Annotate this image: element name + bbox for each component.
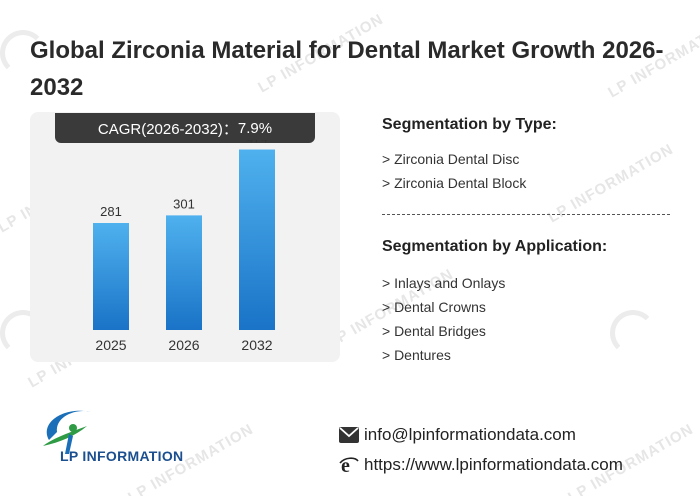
email-text[interactable]: info@lpinformationdata.com <box>364 425 576 444</box>
page-title: Global Zirconia Material for Dental Mark… <box>30 37 664 101</box>
segmentation-type-title: Segmentation by Type: <box>382 116 557 133</box>
contact-website[interactable]: e https://www.lpinformationdata.com <box>338 454 623 476</box>
bar-chart: 281 2025 301 2026 474 2032 <box>93 140 275 353</box>
bar-2025 <box>93 223 129 330</box>
website-text[interactable]: https://www.lpinformationdata.com <box>364 455 623 474</box>
list-item: > Inlays and Onlays <box>382 275 506 291</box>
x-tick-label: 2025 <box>95 337 126 353</box>
x-tick-label: 2026 <box>168 337 199 353</box>
segmentation-type-list: > Zirconia Dental Disc > Zirconia Dental… <box>382 147 526 195</box>
cagr-badge: CAGR(2026-2032)： 7.9% <box>55 113 315 143</box>
svg-text:e: e <box>341 455 350 475</box>
list-item: > Zirconia Dental Block <box>382 175 527 191</box>
contact-email[interactable]: info@lpinformationdata.com <box>338 424 576 446</box>
segmentation-application-title: Segmentation by Application: <box>382 238 608 255</box>
cagr-label: CAGR(2026-2032)： <box>97 120 238 138</box>
list-item: > Dentures <box>382 347 451 363</box>
bar-2026 <box>166 215 202 330</box>
bar-2032 <box>239 149 275 330</box>
browser-e-icon: e <box>338 454 360 476</box>
watermark-logo <box>610 310 656 356</box>
bar-value-label: 281 <box>100 204 122 219</box>
bar-value-label: 301 <box>173 196 195 211</box>
segmentation-application-list: > Inlays and Onlays > Dental Crowns > De… <box>382 271 505 367</box>
bar-value-label: 474 <box>246 140 268 146</box>
list-item: > Zirconia Dental Disc <box>382 151 520 167</box>
watermark-logo <box>0 30 46 76</box>
lp-information-logo <box>43 410 91 454</box>
cagr-value: 7.9% <box>237 119 273 137</box>
x-tick-label: 2032 <box>241 337 272 353</box>
logo-text: LP INFORMATION <box>60 448 184 464</box>
list-item: > Dental Crowns <box>382 299 486 315</box>
envelope-icon <box>338 424 360 446</box>
list-item: > Dental Bridges <box>382 323 486 339</box>
divider <box>382 214 670 215</box>
watermark-logo <box>0 310 46 356</box>
